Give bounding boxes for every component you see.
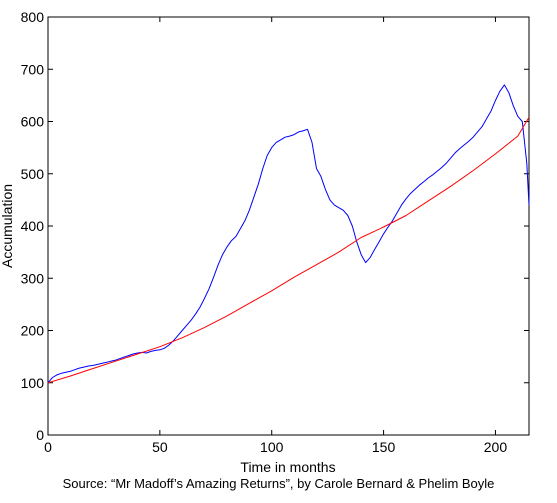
plot-area <box>47 16 530 436</box>
x-tick-label: 150 <box>372 439 396 455</box>
x-tick-label: 200 <box>484 439 508 455</box>
x-axis: 0 50 100 150 200 <box>44 17 507 455</box>
x-tick-label: 100 <box>260 439 284 455</box>
source-caption: Source: “Mr Madoff’s Amazing Returns”, b… <box>62 476 495 491</box>
series-layer <box>47 84 530 384</box>
y-axis: 0 100 200 300 400 500 600 700 800 <box>21 9 529 443</box>
x-tick-label: 50 <box>152 439 168 455</box>
y-tick-label: 100 <box>21 375 45 391</box>
y-tick-label: 700 <box>21 61 45 77</box>
y-tick-label: 200 <box>21 323 45 339</box>
y-tick-label: 300 <box>21 270 45 286</box>
y-tick-label: 0 <box>36 427 44 443</box>
series-line-1 <box>47 84 530 384</box>
x-tick-label: 0 <box>44 439 52 455</box>
y-tick-label: 400 <box>21 218 45 234</box>
y-tick-label: 600 <box>21 114 45 130</box>
x-axis-label: Time in months <box>240 459 335 475</box>
y-tick-label: 500 <box>21 166 45 182</box>
y-tick-label: 800 <box>21 9 45 25</box>
y-axis-label: Accumulation <box>0 184 15 268</box>
series-line-2 <box>47 117 530 384</box>
